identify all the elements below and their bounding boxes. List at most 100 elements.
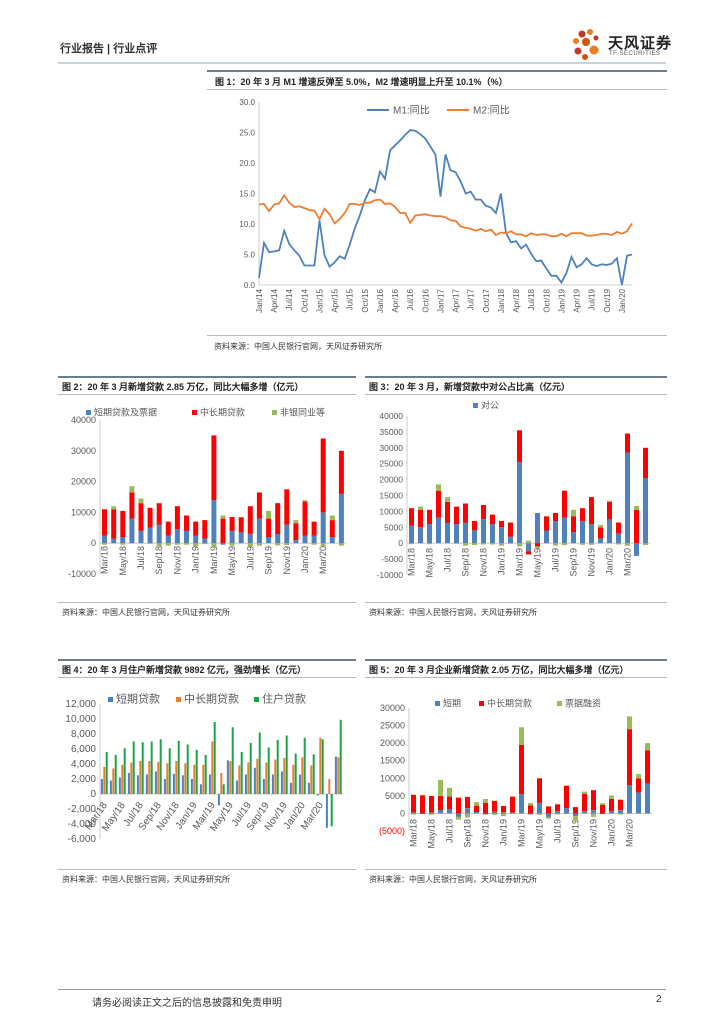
fig4-bar-s1	[325, 794, 328, 828]
fig2-legend-swatch	[86, 410, 91, 415]
fig3-bar-s2	[589, 497, 594, 525]
fig3-bar-s2	[427, 509, 432, 525]
fig4-bar-s2	[175, 761, 178, 794]
fig5-bar-s3	[519, 727, 524, 745]
fig5-y-tick-label: 10000	[380, 773, 405, 783]
fig5-x-tick-label: Sep/18	[463, 819, 473, 848]
fig3-bar-s3	[508, 543, 513, 544]
fig2-x-tick-label: May/18	[118, 546, 128, 576]
fig3-bar-s2	[535, 543, 540, 547]
fig5-bar-s2	[627, 729, 632, 786]
fig3-bar-s1	[463, 522, 468, 544]
fig3-y-tick-label: 0	[398, 538, 403, 548]
fig2-src-rule	[58, 602, 356, 603]
fig1-source: 资料来源：中国人民银行官网，天风证券研究所	[214, 342, 382, 351]
fig1-series-line-1	[258, 129, 633, 286]
fig3-bar-s3	[589, 543, 594, 545]
fig4-source: 资料来源：中国人民银行官网，天风证券研究所	[62, 875, 230, 884]
fig5-bar-s2	[555, 804, 560, 812]
fig2-bar-s3	[165, 543, 171, 546]
logo-subtext: TF SECURITIES	[609, 51, 661, 57]
fig3-bar-s2	[517, 430, 522, 463]
fig5-bar-s3	[645, 743, 650, 751]
fig2-bar-s3	[129, 486, 135, 493]
fig5-y-tick-label: 15000	[380, 756, 405, 766]
fig4-bar-s1	[154, 771, 157, 794]
fig5-legend-swatch	[557, 701, 562, 706]
fig5-legend-swatch	[435, 701, 440, 706]
fig4-bar-s1	[298, 774, 301, 794]
fig3-y-tick-label: 25000	[379, 459, 403, 469]
fig4-bar-s1	[199, 784, 202, 795]
fig4-bar-s3	[204, 755, 207, 794]
fig3-y-tick-label: -10000	[377, 570, 404, 580]
fig5-x-tick-label: Jan/19	[499, 819, 509, 846]
fig4-bar-s3	[312, 754, 315, 795]
fig2-x-tick-label: Jan/20	[300, 546, 310, 573]
fig2-bar-s3	[229, 543, 235, 546]
fig4-bar-s2	[193, 764, 196, 795]
fig4-y-tick-label: -4,000	[68, 819, 97, 830]
tf-logo-icon	[573, 29, 599, 60]
fig5-x-tick-label: Sep/19	[571, 819, 581, 848]
fig2-bar-s3	[311, 543, 317, 545]
fig3-bar-s2	[607, 501, 612, 520]
fig4-bar-s1	[163, 779, 166, 794]
fig1-y-tick-label: 30.0	[239, 98, 255, 107]
fig5-bar-s3	[582, 791, 587, 794]
fig4-bar-s3	[114, 755, 117, 794]
fig4-y-tick-label: 10,000	[65, 714, 96, 725]
fig2-bar-s2	[275, 503, 281, 534]
fig1-x-tick-label: Apr/16	[391, 288, 400, 312]
fig2-legend-label: 短期贷款及票据	[94, 407, 157, 418]
report-category: 行业报告 | 行业点评	[60, 43, 158, 55]
fig3-bar-s1	[616, 533, 621, 544]
fig5-bar-s2	[573, 807, 578, 814]
fig2-bar-s1	[111, 538, 117, 544]
fig4-bar-s1	[235, 780, 238, 794]
fig2-bar-s3	[275, 543, 281, 546]
fig3-bar-s3	[436, 484, 441, 491]
fig2-x-tick-label: Sep/19	[264, 546, 274, 575]
fig4-bar-s3	[285, 735, 288, 794]
fig3-x-tick-label: Mar/18	[407, 548, 417, 576]
fig4-bar-s1	[100, 779, 103, 794]
fig2-bar-s3	[174, 543, 180, 545]
fig4-bar-s1	[226, 760, 229, 795]
fig5-legend-label: 中长期贷款	[487, 698, 532, 709]
fig5-bar-s1	[609, 811, 614, 814]
fig5-bar-s2	[474, 805, 479, 812]
fig4-bar-s2	[301, 757, 304, 795]
fig5-bar-s2	[519, 744, 524, 795]
fig5-y-tick-label: 30000	[380, 703, 405, 713]
fig2-x-tick-label: Jan/19	[191, 546, 201, 573]
fig3-bar-s1	[598, 538, 603, 544]
fig3-bar-s2	[643, 447, 648, 478]
fig3-source: 资料来源：中国人民银行官网，天风证券研究所	[369, 608, 537, 617]
fig5-bar-s1	[474, 812, 479, 814]
fig2-bar-s3	[220, 515, 226, 519]
fig5-bar-s2	[456, 797, 461, 814]
page-number: 2	[656, 994, 662, 1005]
fig2-bar-s2	[256, 492, 262, 519]
fig4-bar-s1	[316, 794, 319, 796]
fig4-bar-s3	[213, 722, 216, 794]
fig2-bar-s2	[293, 523, 299, 541]
fig5-legend-label: 票据融资	[565, 698, 601, 709]
fig4-bar-s3	[105, 752, 108, 794]
fig2-y-tick-label: 10000	[71, 507, 96, 517]
fig5-bar-s1	[546, 813, 551, 817]
fig2-bar-s1	[102, 535, 107, 544]
fig3-bar-s2	[580, 508, 585, 521]
fig2-x-tick-label: Jul/18	[136, 546, 146, 570]
fig3-bar-s1	[571, 532, 576, 544]
fig5-bar-s3	[429, 813, 434, 815]
fig5-x-tick-label: Jul/18	[445, 819, 455, 843]
fig1-x-tick-label: Jul/16	[406, 288, 415, 310]
fig2-bar-s2	[220, 518, 226, 544]
fig5-legend-swatch	[479, 701, 484, 706]
fig2-bar-s2	[138, 503, 144, 531]
fig2-x-tick-label: Nov/19	[282, 546, 292, 575]
fig3-legend-label: 对公	[481, 400, 499, 411]
fig2-bar-s2	[156, 503, 162, 525]
